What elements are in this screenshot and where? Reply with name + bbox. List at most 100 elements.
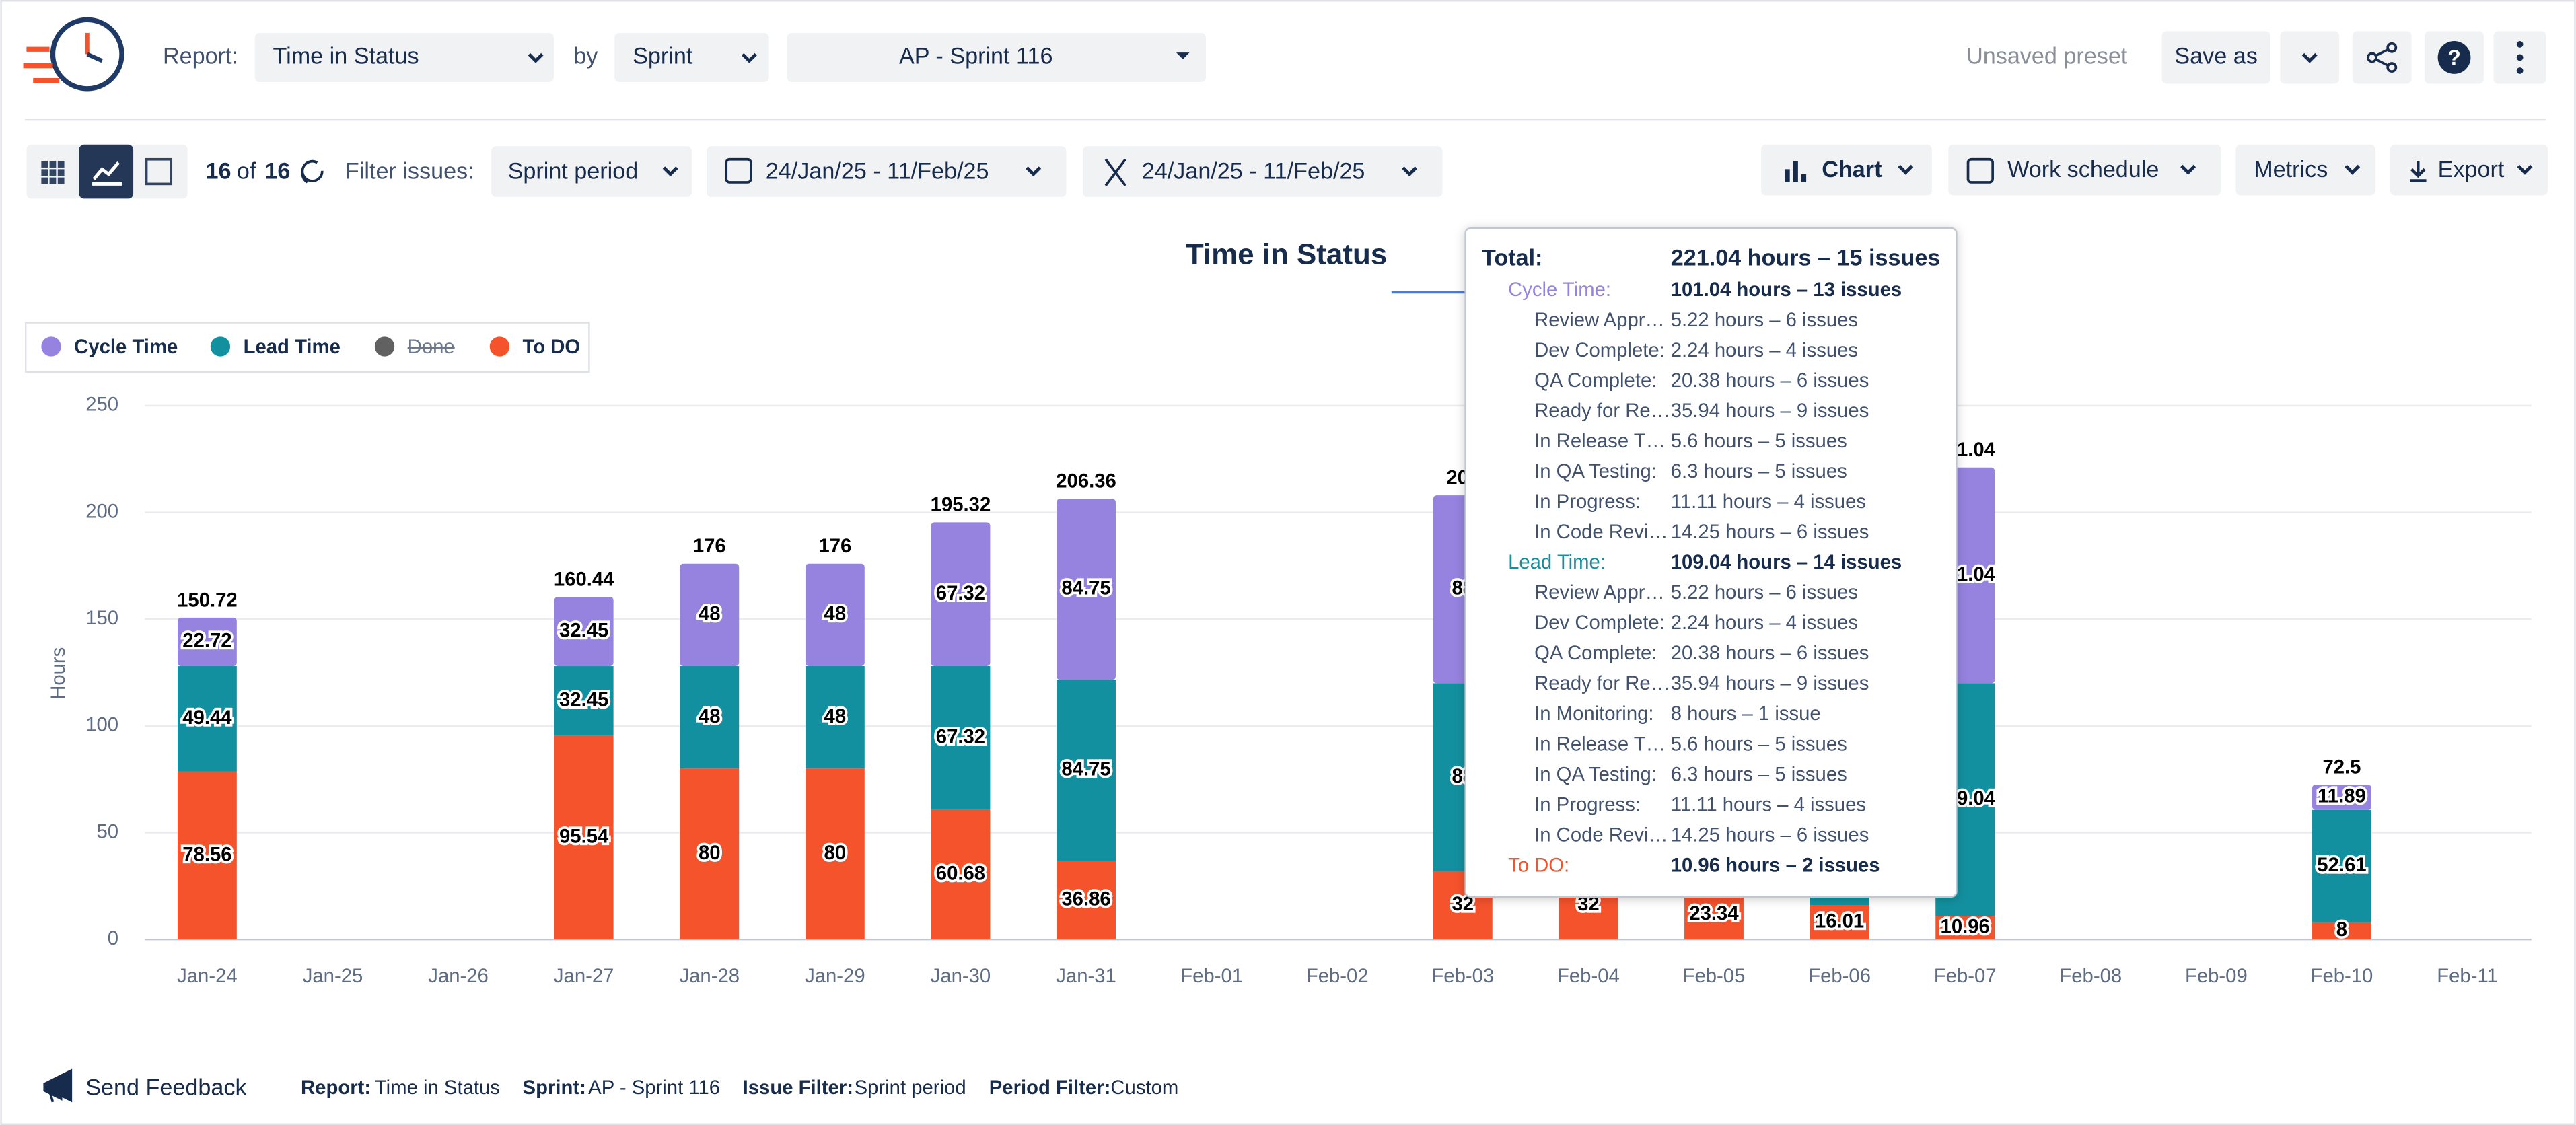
refresh-icon[interactable]	[301, 159, 324, 184]
bar-segment	[2312, 785, 2371, 810]
tooltip-group: Cycle Time:	[1508, 279, 1611, 301]
bar-segment	[931, 809, 991, 940]
x-tick-label: Jan-26	[428, 965, 489, 987]
tooltip-status: In Code Revi…	[1534, 521, 1668, 543]
share-button[interactable]	[2352, 31, 2412, 84]
footer-label: Issue Filter:	[743, 1077, 853, 1099]
legend-label[interactable]: Cycle Time	[74, 336, 178, 358]
table-icon	[145, 157, 173, 186]
export-button[interactable]	[2390, 144, 2548, 196]
legend-marker	[374, 336, 395, 357]
group-value[interactable]: Sprint	[633, 43, 693, 69]
filter-label: Filter issues:	[345, 158, 474, 184]
by-label: by	[573, 43, 598, 69]
y-tick-label: 100	[85, 714, 118, 736]
group-select[interactable]	[614, 32, 769, 83]
footer-value: Time in Status	[375, 1077, 500, 1099]
grid-icon	[41, 161, 65, 184]
metrics-label[interactable]: Metrics	[2254, 157, 2328, 182]
tooltip-group-value: 109.04 hours – 14 issues	[1671, 551, 1902, 573]
report-value[interactable]: Time in Status	[273, 43, 419, 69]
value-label: 23.34	[1689, 902, 1739, 924]
logo	[23, 17, 124, 92]
x-tick-label: Feb-02	[1306, 965, 1369, 987]
tooltip-group: Lead Time:	[1508, 551, 1606, 573]
bar-segment	[1057, 499, 1116, 680]
total-label: 195.32	[931, 494, 991, 516]
chevron	[741, 52, 757, 63]
sprint-select[interactable]	[787, 32, 1206, 83]
report-select[interactable]	[254, 32, 554, 83]
bar-segment	[177, 771, 237, 940]
value-label: 32.45	[559, 688, 608, 711]
filter-select[interactable]	[491, 146, 692, 197]
value-label: 78.56	[182, 843, 231, 865]
date-range[interactable]: 24/Jan/25 - 11/Feb/25	[766, 158, 989, 184]
tooltip-status-value: 14.25 hours – 6 issues	[1671, 824, 1869, 846]
date-select[interactable]	[706, 146, 1067, 197]
x-tick-label: Feb-03	[1431, 965, 1494, 987]
preset: Unsaved preset	[1966, 43, 2128, 69]
bar-segment	[805, 768, 865, 940]
feedback-icon	[43, 1068, 73, 1103]
x-tick-label: Jan-31	[1056, 965, 1116, 987]
save-as-button[interactable]	[2161, 31, 2270, 84]
value-label: 22.72	[182, 630, 231, 652]
chart-title: Time in Status	[1186, 238, 1387, 270]
feedback[interactable]: Send Feedback	[85, 1075, 247, 1100]
tooltip-status-value: 14.25 hours – 6 issues	[1671, 521, 1869, 543]
footer-label: Period Filter:	[989, 1077, 1111, 1099]
period-range[interactable]: 24/Jan/25 - 11/Feb/25	[1142, 158, 1365, 184]
legend-label[interactable]: Lead Time	[244, 336, 341, 358]
sprint-value[interactable]: AP - Sprint 116	[899, 43, 1052, 69]
schedule-button[interactable]	[1948, 144, 2221, 196]
value-label: 80	[699, 842, 721, 864]
bar-segment	[2312, 809, 2371, 922]
x-tick-label: Feb-10	[2311, 965, 2373, 987]
tooltip-status: Review Appr…	[1534, 581, 1665, 604]
chevron	[1402, 166, 1418, 177]
tooltip-status-value: 5.6 hours – 5 issues	[1671, 733, 1847, 755]
legend-marker	[41, 336, 61, 357]
tooltip-box	[1464, 227, 1958, 898]
x-tick-label: Feb-06	[1808, 965, 1871, 987]
footer-label: Report:	[301, 1077, 371, 1099]
tooltip-status-value: 35.94 hours – 9 issues	[1671, 400, 1869, 422]
issue-of: of	[237, 158, 256, 184]
chevron	[1026, 166, 1042, 177]
tooltip-status: Ready for Re…	[1534, 672, 1670, 694]
value-label: 67.32	[936, 726, 985, 748]
value-label: 11.89	[2318, 785, 2366, 807]
x-tick-label: Jan-30	[931, 965, 991, 987]
period-select[interactable]	[1082, 146, 1443, 197]
value-label: 52.61	[2317, 854, 2366, 876]
schedule-label[interactable]: Work schedule	[2007, 157, 2159, 182]
value-label: 36.86	[1061, 887, 1110, 910]
bar-segment	[680, 666, 740, 769]
tooltip-status-value: 6.3 hours – 5 issues	[1671, 460, 1847, 482]
tooltip-status-value: 35.94 hours – 9 issues	[1671, 672, 1869, 694]
x-tick-label: Feb-05	[1683, 965, 1746, 987]
chart-button-icon	[1785, 161, 1807, 182]
tooltip-group-value: 101.04 hours – 13 issues	[1671, 279, 1902, 301]
save-menu-button[interactable]	[2280, 31, 2340, 84]
y-axis-title: Hours	[47, 647, 69, 700]
legend-label[interactable]: To DO	[523, 336, 581, 358]
filter-value[interactable]: Sprint period	[508, 158, 639, 184]
x-tick-label: Feb-07	[1934, 965, 1997, 987]
save-as[interactable]: Save as	[2174, 43, 2257, 69]
bar-segment	[1935, 916, 1995, 940]
chart-button-label[interactable]: Chart	[1822, 157, 1882, 182]
tooltip-status: In Progress:	[1534, 793, 1641, 815]
tooltip-total-value: 221.04 hours – 15 issues	[1671, 246, 1941, 271]
metrics-button[interactable]	[2235, 144, 2375, 196]
legend-label[interactable]: Done	[408, 336, 455, 358]
tooltip-status: In Progress:	[1534, 491, 1641, 513]
x-tick-label: Feb-11	[2437, 965, 2498, 987]
chevron	[1176, 52, 1190, 59]
tooltip-status: QA Complete:	[1534, 642, 1657, 664]
export-label[interactable]: Export	[2438, 157, 2505, 182]
more-icon	[2516, 41, 2524, 74]
tooltip-status: In QA Testing:	[1534, 763, 1657, 785]
chart-button[interactable]	[1760, 144, 1932, 196]
